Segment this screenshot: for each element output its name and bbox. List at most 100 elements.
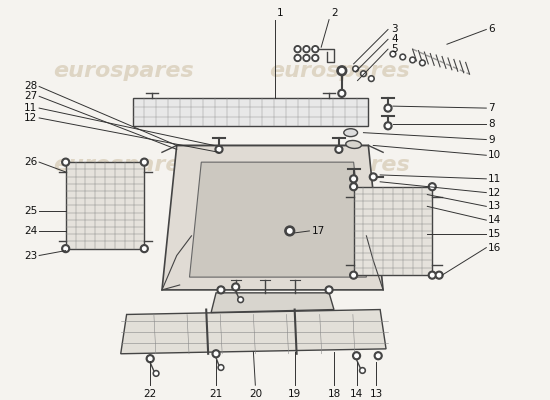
Bar [65,162,144,249]
Text: eurospares: eurospares [53,155,194,175]
Ellipse shape [346,140,361,148]
Text: 7: 7 [488,103,495,113]
Circle shape [384,122,392,130]
Ellipse shape [344,129,358,136]
Text: 13: 13 [488,201,502,211]
Circle shape [360,71,366,77]
Circle shape [353,66,359,72]
Circle shape [437,273,441,277]
Text: 21: 21 [210,389,223,399]
Text: 16: 16 [488,243,502,253]
Circle shape [390,51,396,57]
Circle shape [142,160,146,164]
Polygon shape [120,310,386,354]
Circle shape [62,158,70,166]
Circle shape [312,46,319,52]
Circle shape [218,364,224,370]
Circle shape [411,59,414,61]
Text: 23: 23 [24,250,37,260]
Circle shape [314,48,317,51]
Circle shape [294,54,301,62]
Circle shape [62,245,70,252]
Circle shape [410,57,416,63]
Circle shape [153,370,159,376]
Text: 13: 13 [370,389,383,399]
Polygon shape [211,293,334,312]
Circle shape [155,372,157,375]
Text: 12: 12 [488,188,502,198]
Circle shape [335,146,343,153]
Circle shape [64,160,68,164]
Circle shape [140,158,148,166]
Circle shape [435,271,443,279]
Circle shape [305,56,308,60]
Circle shape [428,271,436,279]
Text: 5: 5 [391,44,398,54]
Circle shape [392,53,394,55]
Circle shape [232,283,240,291]
Circle shape [360,368,365,374]
Text: 18: 18 [327,389,340,399]
Text: 3: 3 [391,24,398,34]
Text: eurospares: eurospares [53,61,194,81]
Circle shape [354,68,357,70]
Circle shape [325,286,333,294]
Circle shape [371,175,375,179]
Circle shape [339,68,344,73]
Circle shape [148,357,152,360]
Circle shape [296,48,299,51]
Text: 26: 26 [24,157,37,167]
Text: 11: 11 [24,103,37,113]
Circle shape [239,298,242,301]
Circle shape [386,124,390,128]
Circle shape [352,177,355,181]
Text: 4: 4 [391,34,398,44]
Circle shape [217,286,225,294]
Circle shape [219,288,223,292]
Circle shape [350,271,358,279]
Polygon shape [190,162,366,277]
Circle shape [64,247,68,250]
Text: 22: 22 [144,389,157,399]
Circle shape [140,245,148,252]
Circle shape [376,354,380,358]
Circle shape [368,76,374,82]
Circle shape [431,185,434,188]
Text: 14: 14 [488,215,502,225]
Circle shape [285,226,295,236]
Circle shape [386,106,390,110]
Text: 19: 19 [288,389,301,399]
Circle shape [355,354,359,358]
Circle shape [212,350,220,358]
Circle shape [400,54,406,60]
Circle shape [362,72,365,75]
Circle shape [146,355,154,363]
Circle shape [219,366,222,369]
Polygon shape [162,146,383,290]
Text: eurospares: eurospares [270,61,410,81]
Text: eurospares: eurospares [270,155,410,175]
Circle shape [303,46,310,52]
Circle shape [352,273,355,277]
Circle shape [303,54,310,62]
Text: 17: 17 [311,226,324,236]
Circle shape [353,352,360,360]
Circle shape [288,229,292,233]
Circle shape [215,146,223,153]
Circle shape [374,352,382,360]
Text: 11: 11 [488,174,502,184]
Circle shape [340,92,344,95]
Circle shape [421,62,424,64]
Circle shape [350,175,358,183]
Circle shape [350,183,358,191]
Circle shape [338,90,346,97]
Circle shape [234,285,238,289]
Text: 15: 15 [488,229,502,239]
Circle shape [142,247,146,250]
Circle shape [370,77,373,80]
Text: 2: 2 [331,8,338,18]
Circle shape [420,60,425,66]
Circle shape [352,185,355,188]
Circle shape [314,56,317,60]
Circle shape [337,66,346,76]
